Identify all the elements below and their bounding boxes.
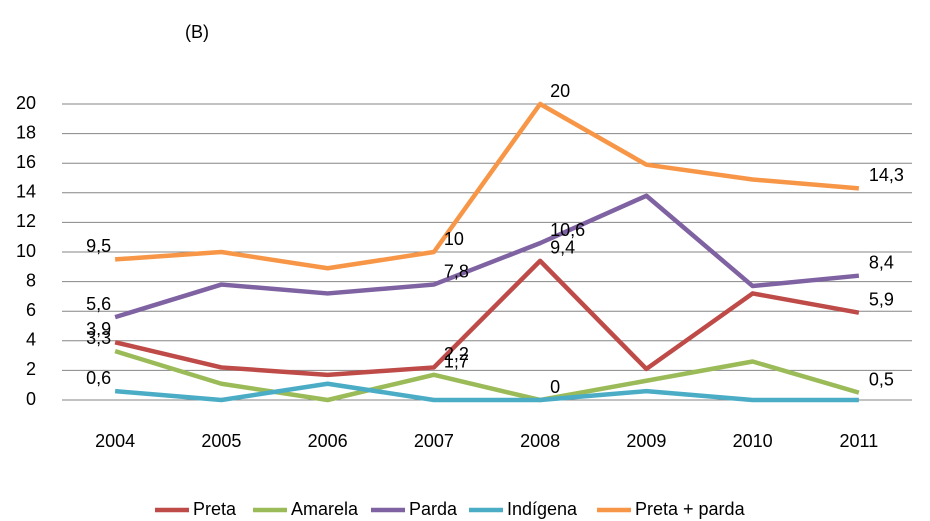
- y-tick-label: 0: [26, 389, 36, 409]
- data-label: 7,8: [444, 261, 469, 281]
- y-tick-label: 4: [26, 330, 36, 350]
- series-line: [114, 193, 860, 320]
- y-tick-label: 10: [16, 241, 36, 261]
- data-label: 2,2: [444, 344, 469, 364]
- legend-label: Parda: [409, 499, 458, 519]
- x-tick-label: 2011: [840, 431, 879, 451]
- y-tick-label: 16: [16, 152, 36, 172]
- x-tick-label: 2007: [414, 431, 454, 451]
- y-tick-label: 2: [26, 359, 36, 379]
- x-tick-label: 2009: [626, 431, 666, 451]
- series-line: [114, 258, 860, 378]
- data-label: 5,9: [869, 289, 894, 309]
- series-line: [114, 349, 860, 403]
- legend-label: Indígena: [507, 499, 578, 519]
- data-label: 0,6: [86, 368, 111, 388]
- x-tick-label: 2008: [520, 431, 560, 451]
- data-label: 3,9: [86, 319, 111, 339]
- y-tick-label: 18: [16, 122, 36, 142]
- y-tick-label: 12: [16, 211, 36, 231]
- data-label: 14,3: [869, 165, 904, 185]
- data-label: 9,5: [86, 236, 111, 256]
- y-tick-label: 8: [26, 270, 36, 290]
- x-tick-label: 2004: [95, 431, 135, 451]
- data-label: 1,7: [444, 352, 469, 372]
- data-label: 9,4: [550, 238, 575, 258]
- data-label: 10: [444, 229, 464, 249]
- x-tick-label: 2010: [733, 431, 773, 451]
- data-label: 5,6: [86, 294, 111, 314]
- legend-label: Amarela: [291, 499, 359, 519]
- series-line: [114, 381, 859, 403]
- chart-title: (B): [185, 22, 209, 42]
- data-label: 3,3: [86, 328, 111, 348]
- y-tick-label: 20: [16, 93, 36, 113]
- y-tick-label: 14: [16, 182, 36, 202]
- legend-label: Preta + parda: [635, 499, 746, 519]
- x-tick-label: 2005: [201, 431, 241, 451]
- legend-label: Preta: [193, 499, 237, 519]
- x-tick-label: 2006: [308, 431, 348, 451]
- data-label: 0,5: [869, 369, 894, 389]
- data-label: 20: [550, 81, 570, 101]
- data-label: 8,4: [869, 252, 894, 272]
- data-label: 10,6: [550, 220, 585, 240]
- data-label: 0: [550, 377, 560, 397]
- series-line: [114, 101, 860, 271]
- y-tick-label: 6: [26, 300, 36, 320]
